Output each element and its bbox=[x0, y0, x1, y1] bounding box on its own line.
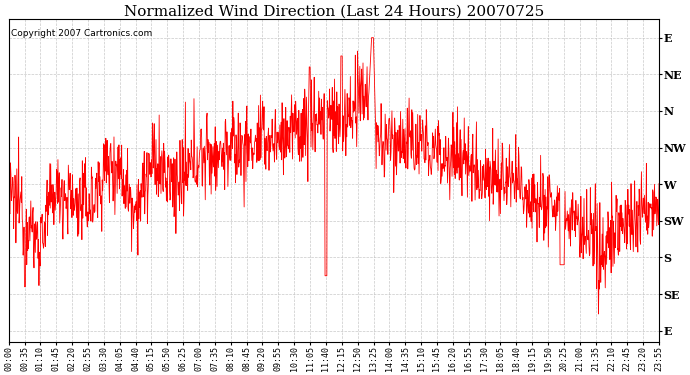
Text: Copyright 2007 Cartronics.com: Copyright 2007 Cartronics.com bbox=[10, 29, 152, 38]
Title: Normalized Wind Direction (Last 24 Hours) 20070725: Normalized Wind Direction (Last 24 Hours… bbox=[124, 4, 544, 18]
